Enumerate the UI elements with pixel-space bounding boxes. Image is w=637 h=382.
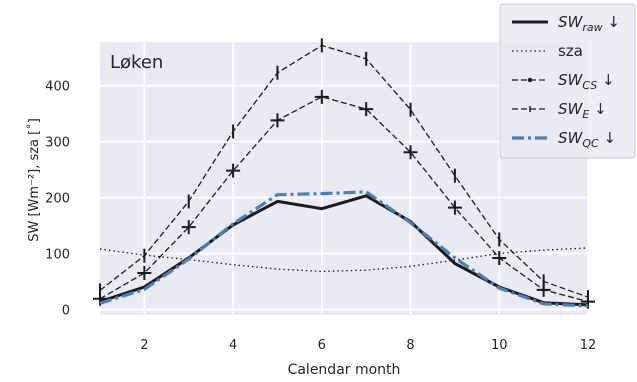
legend-frame <box>499 3 636 159</box>
data-point-plus <box>270 113 285 128</box>
legend-item: SWCS ↓ <box>512 71 615 92</box>
legend: SWraw ↓ sza SWCS ↓ SWE ↓ SWQC ↓ <box>499 3 636 159</box>
legend-label: SWQC ↓ <box>558 129 616 150</box>
data-point-plus <box>181 220 196 235</box>
series-line <box>99 96 589 303</box>
x-tick-label: 12 <box>580 338 597 353</box>
data-point-plus <box>314 89 329 104</box>
legend-item: SWE ↓ <box>512 100 607 121</box>
series-line <box>99 247 589 273</box>
y-tick-label: 0 <box>62 303 70 318</box>
legend-item: sza <box>512 42 583 60</box>
legend-marker <box>527 77 533 83</box>
chart-annotation: Løken <box>110 52 163 73</box>
y-tick-label: 300 <box>45 136 70 151</box>
y-tick-labels: 0 100 200 300 400 <box>45 80 70 319</box>
y-tick-label: 200 <box>45 192 70 207</box>
x-axis-label: Calendar month <box>288 362 401 378</box>
data-point-plus <box>359 102 374 117</box>
y-tick-label: 100 <box>45 247 70 262</box>
data-point-plus <box>492 250 507 265</box>
data-point-plus <box>447 200 462 215</box>
legend-label: SWE ↓ <box>558 100 607 121</box>
x-tick-label: 10 <box>491 338 508 353</box>
x-tick-label: 8 <box>406 338 414 353</box>
series-dashdot <box>99 190 589 308</box>
x-tick-labels: 2 4 6 8 10 12 <box>140 338 596 353</box>
y-tick-label: 400 <box>45 80 70 95</box>
series-line <box>99 44 589 298</box>
legend-item: SWQC ↓ <box>512 129 616 150</box>
x-tick-label: 4 <box>229 338 237 353</box>
data-point-plus <box>403 145 418 160</box>
x-tick-label: 6 <box>318 338 326 353</box>
legend-label: sza <box>558 42 583 60</box>
legend-item: SWraw ↓ <box>512 13 620 34</box>
series-dotted <box>99 247 589 273</box>
series-dashed-vtick <box>99 38 589 305</box>
series-layer <box>93 38 595 309</box>
x-tick-label: 2 <box>140 338 148 353</box>
data-point-plus <box>226 163 241 178</box>
data-point-plus <box>137 266 152 281</box>
legend-label: SWCS ↓ <box>558 71 615 92</box>
legend-label: SWraw ↓ <box>558 13 620 34</box>
y-axis-label: SW [Wm⁻²], sza [˚] <box>26 118 42 242</box>
series-line <box>99 190 589 308</box>
